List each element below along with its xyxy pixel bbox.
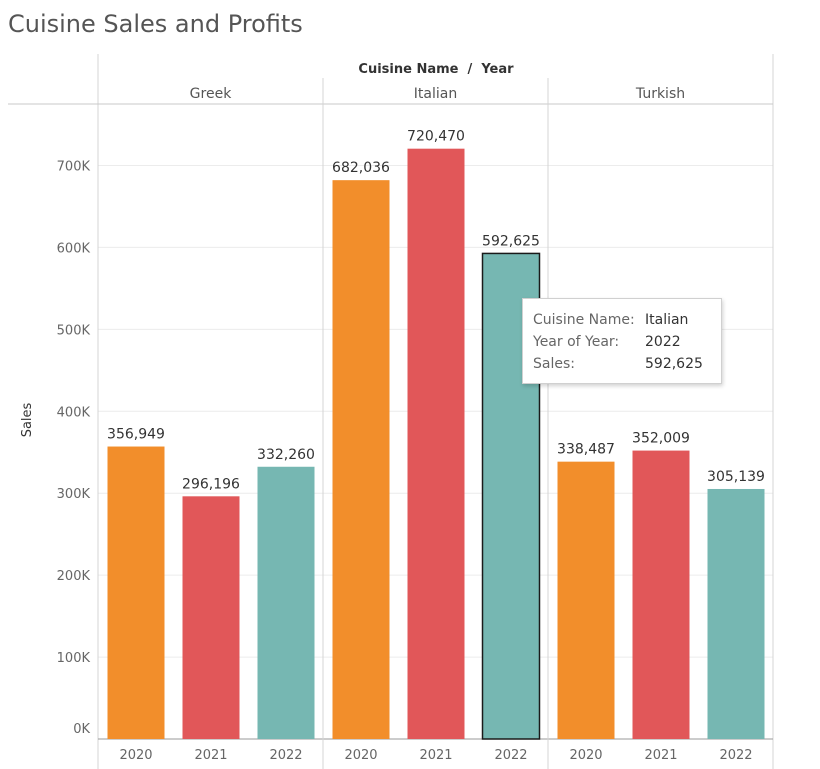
bar-greek-2022 <box>257 466 315 739</box>
y-tick-label: 600K <box>57 241 91 256</box>
data-label: 305,139 <box>707 469 765 485</box>
header-title: Cuisine Name / Year <box>358 62 514 77</box>
x-tick-label: 2020 <box>344 748 377 763</box>
group-header-turkish: Turkish <box>635 86 685 102</box>
bar-italian-2021 <box>407 148 465 739</box>
data-label: 592,625 <box>482 233 540 249</box>
data-label: 296,196 <box>182 476 240 492</box>
x-tick-label: 2022 <box>719 748 752 763</box>
y-tick-label: 400K <box>57 405 91 420</box>
x-tick-label: 2021 <box>419 748 452 763</box>
y-tick-label: 500K <box>57 323 91 338</box>
tooltip-value: Italian <box>645 312 689 328</box>
bar-greek-2020 <box>107 446 165 739</box>
y-tick-label: 300K <box>57 487 91 502</box>
y-tick-label: 100K <box>57 651 91 666</box>
data-label: 338,487 <box>557 442 615 458</box>
tooltip-key: Year of Year: <box>533 334 620 350</box>
group-header-greek: Greek <box>190 86 233 102</box>
bar-italian-2020 <box>332 180 390 739</box>
data-label: 720,470 <box>407 129 465 145</box>
x-tick-label: 2022 <box>494 748 527 763</box>
data-label: 352,009 <box>632 431 690 447</box>
y-tick-label: 0K <box>73 722 90 737</box>
bars-layer <box>107 148 765 740</box>
bar-turkish-2022 <box>707 488 765 739</box>
y-axis-title: Sales <box>20 402 35 437</box>
tooltip-value: 592,625 <box>645 356 703 372</box>
chart-title: Cuisine Sales and Profits <box>8 10 303 38</box>
x-tick-label: 2022 <box>269 748 302 763</box>
data-label: 356,949 <box>107 427 165 443</box>
tooltip-row-sales: Sales: 592,625 <box>533 353 711 375</box>
tooltip-row-cuisine: Cuisine Name: Italian <box>533 309 711 331</box>
x-tick-label: 2021 <box>644 748 677 763</box>
bar-greek-2021 <box>182 496 240 739</box>
x-tick-label: 2020 <box>569 748 602 763</box>
y-tick-label: 700K <box>57 159 91 174</box>
tooltip-key: Sales: <box>533 356 575 372</box>
data-label: 682,036 <box>332 160 390 176</box>
tooltip-row-year: Year of Year: 2022 <box>533 331 711 353</box>
x-tick-label: 2020 <box>119 748 152 763</box>
y-tick-label: 200K <box>57 569 91 584</box>
labels-layer: 0K 100K 200K 300K 400K 500K 600K 700K Greek 356,9… <box>57 86 765 763</box>
group-header-italian: Italian <box>414 86 457 102</box>
bar-turkish-2020 <box>557 461 615 739</box>
tooltip-key: Cuisine Name: <box>533 312 635 328</box>
x-tick-label: 2021 <box>194 748 227 763</box>
tooltip: Cuisine Name: Italian Year of Year: 2022… <box>522 298 722 384</box>
tooltip-value: 2022 <box>645 334 681 350</box>
bar-turkish-2021 <box>632 450 690 739</box>
data-label: 332,260 <box>257 447 315 463</box>
